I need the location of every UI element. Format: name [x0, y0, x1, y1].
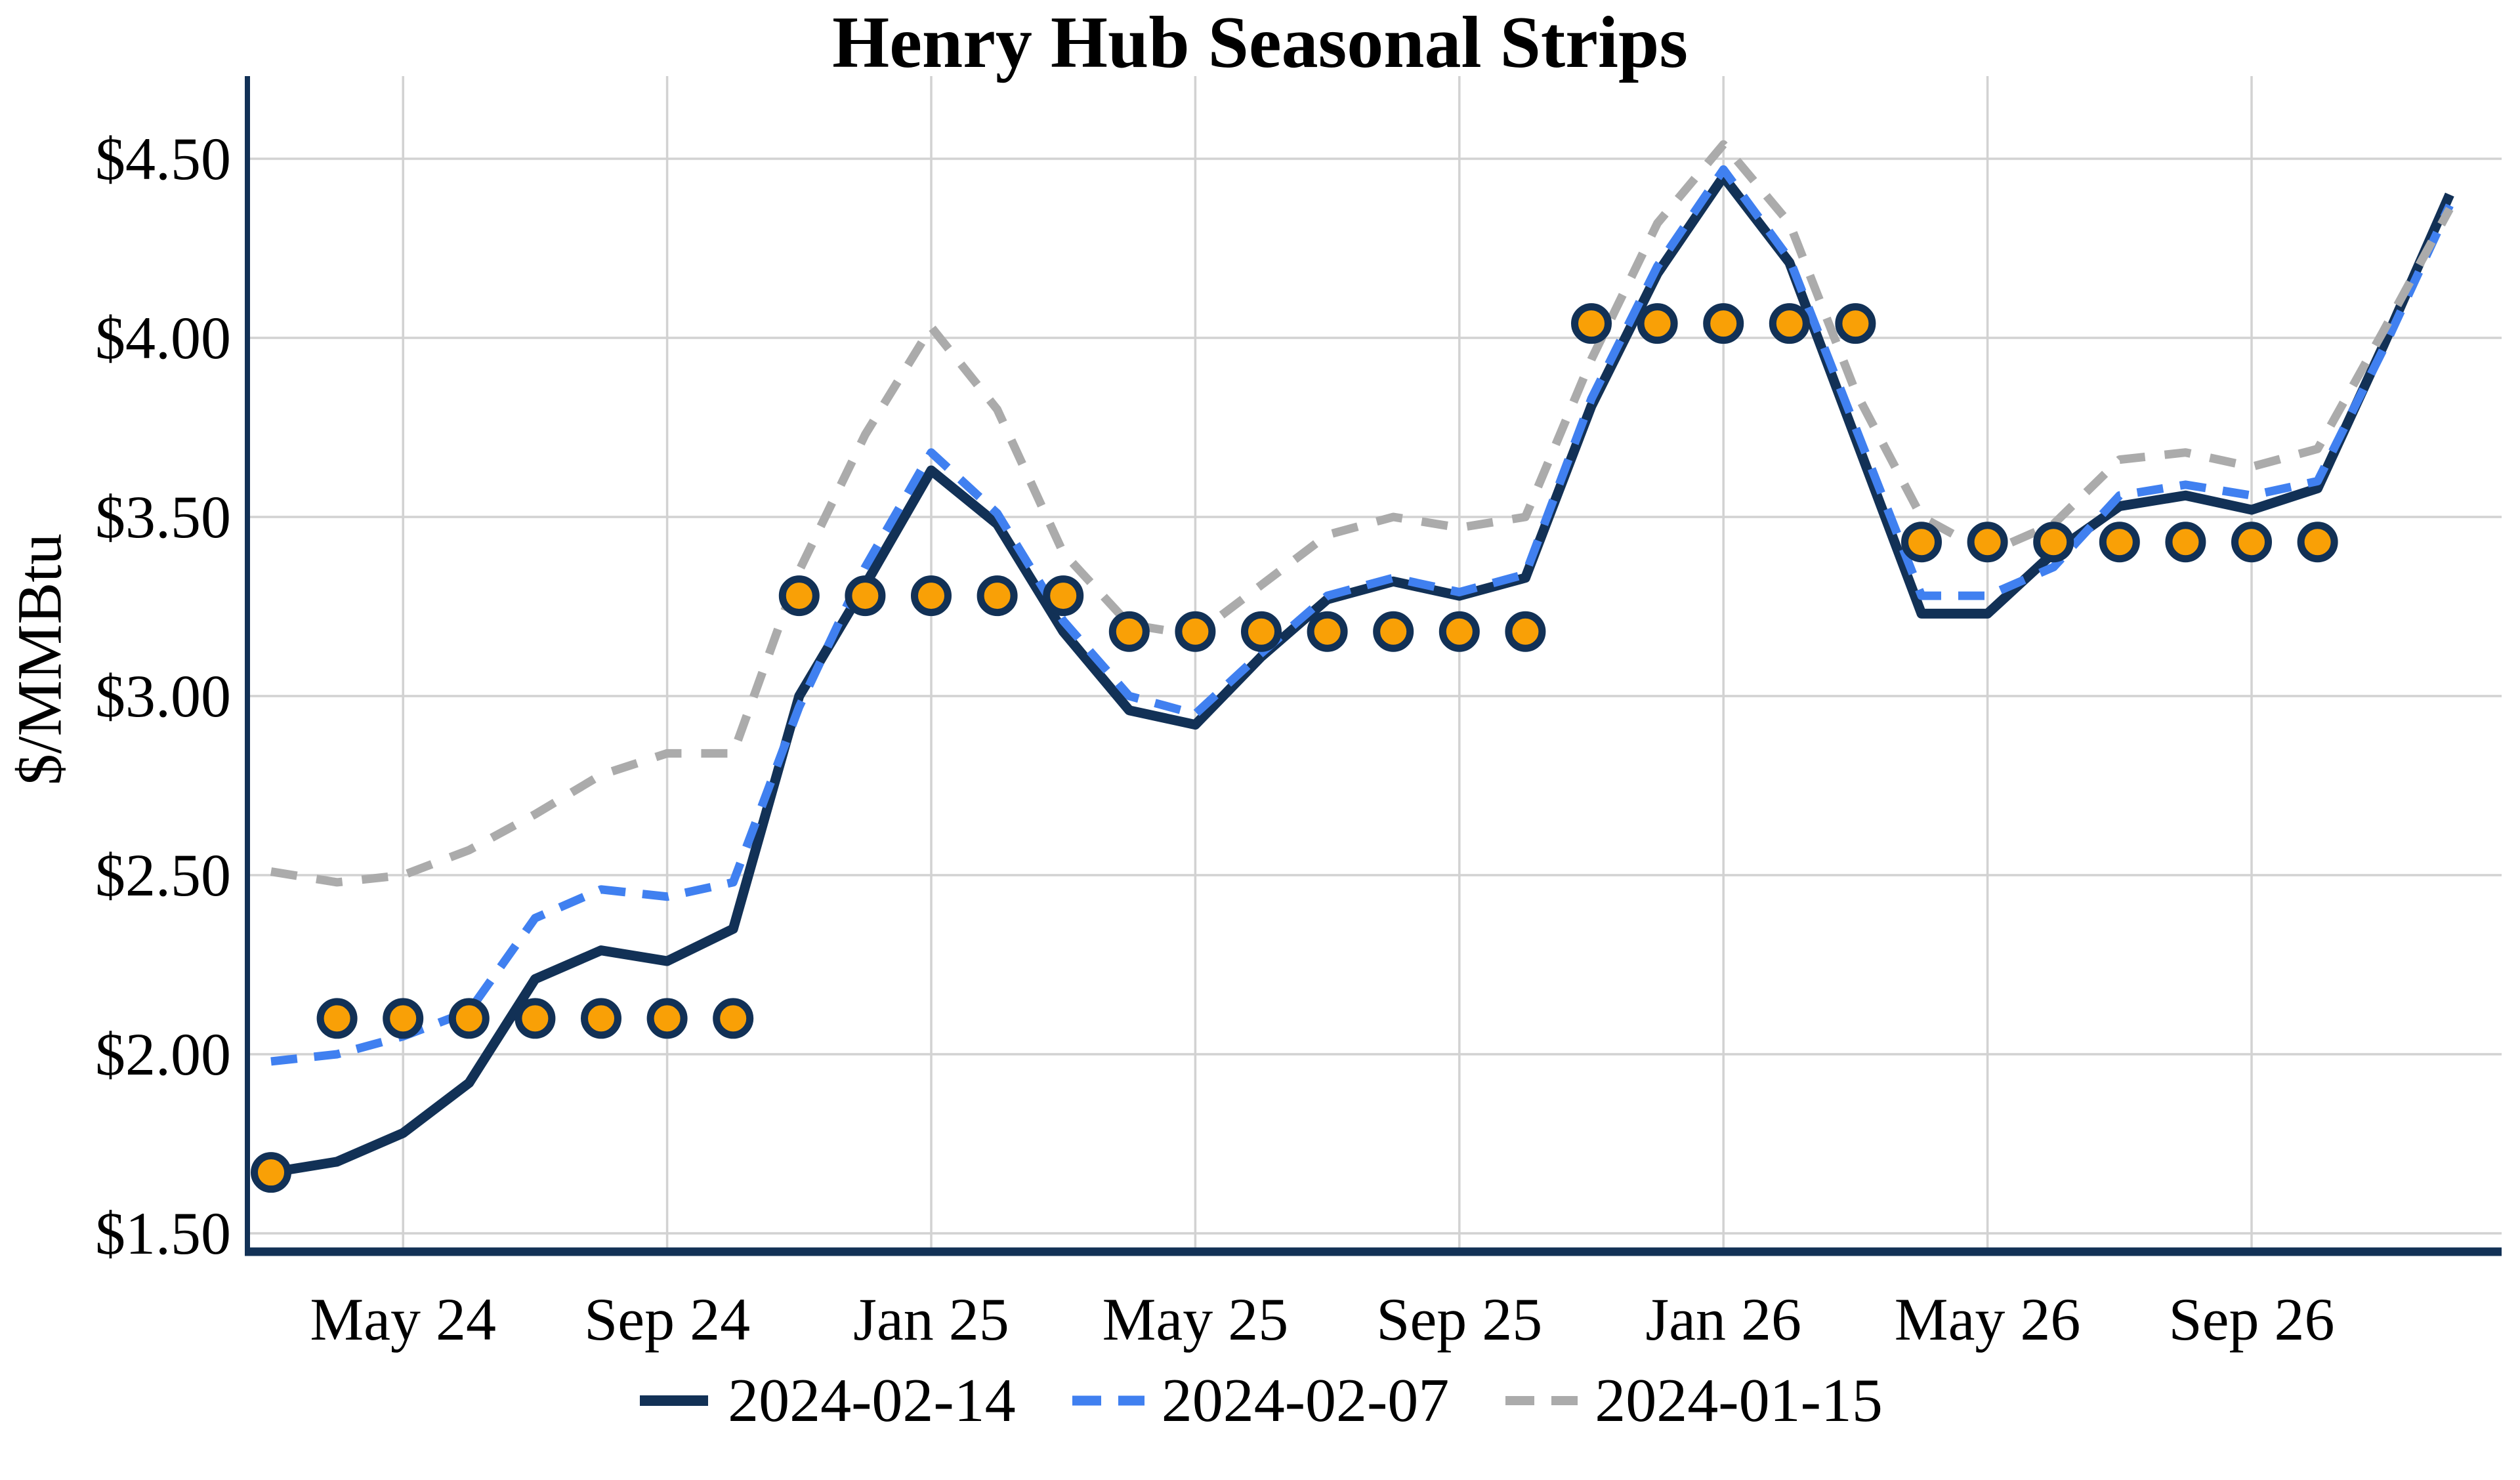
seasonal-strip-dot [1241, 611, 1282, 652]
seasonal-strip-dot [1505, 611, 1546, 652]
seasonal-strip-dot [514, 998, 556, 1039]
seasonal-strip-dot [383, 998, 424, 1039]
seasonal-strip-dot [1175, 611, 1216, 652]
y-tick-label: $1.50 [95, 1200, 231, 1267]
y-tick-label: $3.00 [95, 663, 231, 730]
series-line-2024-02-07 [270, 165, 2454, 1066]
seasonal-strip-dot [1769, 303, 1810, 344]
seasonal-strip-dot [2297, 522, 2338, 563]
seasonal-strip-dot [1901, 522, 1942, 563]
dashed-line-swatch-icon [1072, 1395, 1144, 1406]
seasonal-strip-dot [2033, 522, 2074, 563]
legend-label: 2024-01-15 [1595, 1367, 1883, 1435]
y-tick-label: $4.50 [95, 125, 231, 192]
x-tick-label: Sep 24 [584, 1286, 750, 1353]
legend: 2024-02-14 2024-02-07 2024-01-15 [0, 1370, 2520, 1431]
seasonal-strip-dot [1108, 611, 1150, 652]
legend-item-2024-02-14: 2024-02-14 [637, 1370, 1016, 1431]
y-tick-label: $2.00 [95, 1021, 231, 1088]
seasonal-strip-dot [1307, 611, 1348, 652]
seasonal-strip-dot [778, 575, 820, 617]
seasonal-strip-dot [1571, 303, 1612, 344]
chart-title: Henry Hub Seasonal Strips [832, 2, 1688, 83]
x-tick-label: Jan 26 [1645, 1286, 1801, 1353]
seasonal-strip-dot [2099, 522, 2140, 563]
x-tick-label: Sep 26 [2169, 1286, 2335, 1353]
x-tick-label: Jan 25 [853, 1286, 1009, 1353]
y-tick-label: $4.00 [95, 304, 231, 371]
x-tick-label: May 26 [1895, 1286, 2081, 1353]
legend-label: 2024-02-14 [728, 1367, 1016, 1435]
solid-line-swatch-icon [640, 1395, 709, 1406]
seasonal-strip-dot [1373, 611, 1414, 652]
seasonal-strip-dot [1637, 303, 1678, 344]
x-tick-label: Sep 25 [1376, 1286, 1542, 1353]
seasonal-strip-dot [976, 575, 1018, 617]
seasonal-strip-dot [2165, 522, 2206, 563]
seasonal-strip-dot [581, 998, 621, 1039]
seasonal-strip-dot [1438, 611, 1480, 652]
seasonal-strip-dot [646, 998, 688, 1039]
seasonal-strip-dot [2231, 522, 2272, 563]
seasonal-strip-dot [1835, 303, 1876, 344]
x-tick-label: May 24 [310, 1286, 496, 1353]
seasonal-strip-dot [1043, 575, 1084, 617]
seasonal-strip-dot [1967, 522, 2008, 563]
seasonal-strip-dot [1703, 303, 1744, 344]
series-line-2024-01-15 [270, 140, 2454, 887]
seasonal-strip-dot [845, 575, 886, 617]
y-tick-label: $3.50 [95, 483, 231, 550]
x-tick-label: May 25 [1102, 1286, 1289, 1353]
seasonal-strip-dot [713, 998, 754, 1039]
dashed-line-swatch-icon [1505, 1396, 1578, 1405]
seasonal-strip-dot [911, 575, 952, 617]
seasonal-strip-dot [316, 998, 358, 1039]
legend-item-2024-01-15: 2024-01-15 [1504, 1370, 1883, 1431]
seasonal-strip-dot [251, 1152, 291, 1193]
y-tick-label: $2.50 [95, 842, 231, 909]
legend-label: 2024-02-07 [1161, 1367, 1450, 1435]
seasonal-strip-dot [448, 998, 490, 1039]
legend-item-2024-02-07: 2024-02-07 [1071, 1367, 1450, 1435]
